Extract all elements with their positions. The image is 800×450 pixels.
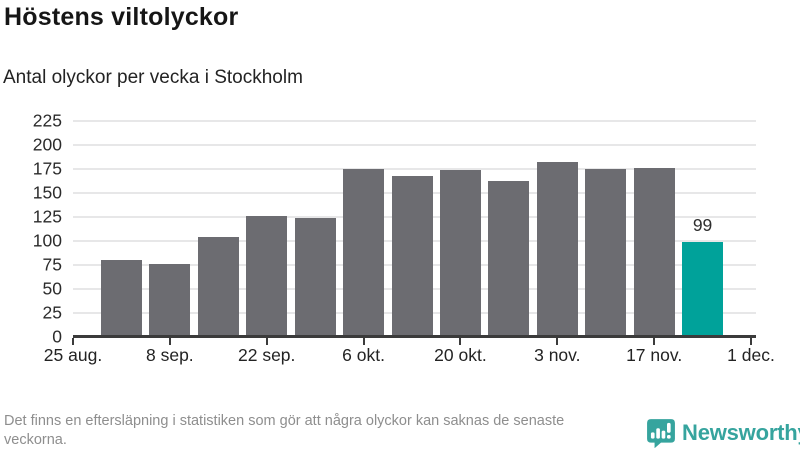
bar — [439, 169, 481, 337]
bar — [391, 175, 433, 337]
bar — [536, 162, 578, 337]
bar — [585, 169, 627, 337]
y-tick-label: 0 — [52, 326, 62, 347]
x-tick-label: 20 okt. — [434, 345, 487, 365]
bar-value-label: 99 — [692, 214, 713, 235]
y-tick-label: 150 — [32, 182, 62, 203]
page-title: Höstens viltolyckor — [4, 3, 239, 31]
y-tick-label: 125 — [32, 206, 62, 227]
brand-name: Newsworthy — [682, 420, 800, 445]
gridline — [73, 168, 756, 170]
x-axis-tick — [653, 338, 656, 345]
x-tick-label: 3 nov. — [534, 345, 581, 365]
bar — [488, 181, 530, 337]
chart-subtitle: Antal olyckor per vecka i Stockholm — [3, 67, 303, 88]
bar — [343, 169, 385, 337]
bar — [100, 260, 142, 337]
x-tick-label: 22 sep. — [238, 345, 296, 365]
footnote: Det finns en eftersläpning i statistiken… — [4, 413, 565, 448]
x-axis-line — [73, 335, 756, 338]
y-tick-label: 225 — [32, 110, 62, 131]
x-tick-label: 1 dec. — [727, 345, 775, 365]
y-tick-label: 75 — [42, 254, 62, 275]
newsworthy-logo-icon — [646, 418, 676, 448]
brand-logo[interactable]: Newsworthy — [646, 417, 800, 449]
bar — [246, 216, 288, 337]
x-axis-tick — [265, 338, 268, 345]
y-tick-label: 175 — [32, 158, 62, 179]
x-tick-label: 8 sep. — [146, 345, 194, 365]
bar — [149, 264, 191, 337]
x-tick-label: 25 aug. — [43, 345, 103, 365]
bar — [197, 237, 239, 337]
bar — [682, 241, 724, 337]
x-axis-tick — [72, 338, 74, 345]
bar — [294, 217, 336, 337]
x-axis-tick — [556, 338, 559, 345]
gridline — [73, 120, 756, 122]
x-axis-tick — [750, 338, 752, 345]
y-tick-label: 50 — [42, 278, 62, 299]
bar — [633, 168, 675, 337]
x-axis-tick — [168, 338, 171, 345]
x-axis-tick — [459, 338, 462, 345]
x-axis-tick — [362, 338, 365, 345]
x-tick-label: 6 okt. — [342, 345, 385, 365]
y-tick-label: 100 — [32, 230, 62, 251]
y-tick-label: 25 — [42, 302, 62, 323]
x-tick-label: 17 nov. — [626, 345, 683, 365]
bar-chart: 0 25 50 75 100 125 150 175 200 225 99 25 aug. 8 sep.… — [32, 110, 775, 366]
gridline — [73, 144, 756, 146]
y-tick-label: 200 — [32, 134, 62, 155]
